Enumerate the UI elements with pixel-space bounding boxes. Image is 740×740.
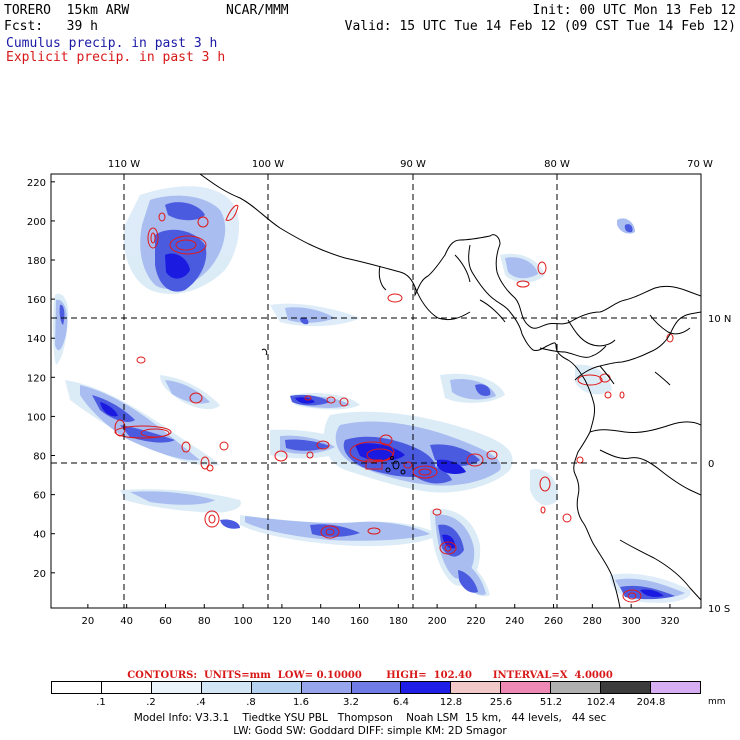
explicit-precip-label: Explicit precip. in past 3 h: [6, 50, 226, 65]
legend-swatch: [351, 682, 402, 693]
legend-label: .1: [96, 697, 106, 708]
lat-label-0: 0: [708, 459, 714, 470]
left-tick-label: 160: [27, 295, 46, 306]
lon-label-90w: 90 W: [400, 159, 426, 170]
bottom-tick-label: 260: [544, 616, 563, 627]
legend-label: 1.6: [293, 697, 309, 708]
lon-label-70w: 70 W: [687, 159, 713, 170]
bottom-tick-label: 320: [660, 616, 679, 627]
legend-label: 6.4: [393, 697, 409, 708]
legend-label: .2: [146, 697, 156, 708]
legend-label: .8: [246, 697, 256, 708]
legend-swatch: [551, 682, 602, 693]
legend-label: 12.8: [439, 697, 463, 708]
cumulus-precip-label: Cumulus precip. in past 3 h: [6, 36, 218, 51]
legend-label: 204.8: [636, 697, 666, 708]
bottom-tick-label: 140: [311, 616, 330, 627]
lon-label-80w: 80 W: [544, 159, 570, 170]
org-label: NCAR/MMM: [226, 3, 289, 18]
latitude-labels: 10 N 0 10 S: [708, 314, 731, 615]
legend-swatch: [201, 682, 252, 693]
legend-swatch: [651, 682, 700, 693]
left-tick-label: 60: [33, 491, 46, 502]
bottom-tick-label: 220: [466, 616, 485, 627]
model-info-line1: Model Info: V3.3.1 Tiedtke YSU PBL Thomp…: [133, 712, 607, 724]
explicit-precip-contours: [114, 204, 674, 603]
coastlines: [199, 174, 701, 608]
bottom-tick-label: 120: [272, 616, 291, 627]
legend-swatch: [601, 682, 652, 693]
model-info-line2: LW: Godd SW: Goddard DIFF: simple KM: 2D…: [233, 725, 507, 737]
bottom-tick-label: 100: [234, 616, 253, 627]
legend-swatch: [451, 682, 502, 693]
left-tick-label: 120: [27, 373, 46, 384]
left-tick-label: 100: [27, 412, 46, 423]
bottom-tick-label: 180: [389, 616, 408, 627]
bottom-tick-label: 280: [583, 616, 602, 627]
contours-info: CONTOURS: UNITS=mm LOW= 0.10000 HIGH= 10…: [127, 670, 613, 681]
legend-label: 102.4: [586, 697, 616, 708]
legend-swatch: [251, 682, 302, 693]
left-tick-label: 40: [33, 530, 46, 541]
valid-time: Valid: 15 UTC Tue 14 Feb 12 (09 CST Tue …: [344, 19, 736, 34]
bottom-tick-label: 80: [198, 616, 211, 627]
legend-swatch: [151, 682, 202, 693]
longitude-labels: 110 W 100 W 90 W 80 W 70 W: [108, 159, 713, 170]
legend-swatch: [401, 682, 452, 693]
legend-swatch: [301, 682, 352, 693]
lon-label-100w: 100 W: [252, 159, 284, 170]
bottom-tick-label: 300: [622, 616, 641, 627]
lat-label-10s: 10 S: [708, 604, 730, 615]
legend-swatch: [52, 682, 102, 693]
legend-unit: mm: [708, 697, 726, 707]
bottom-tick-label: 20: [81, 616, 94, 627]
left-tick-label: 80: [33, 452, 46, 463]
precip-color-legend: [51, 681, 701, 694]
bottom-tick-label: 60: [159, 616, 172, 627]
legend-label: 3.2: [343, 697, 359, 708]
legend-swatch: [101, 682, 152, 693]
bottom-tick-label: 240: [505, 616, 524, 627]
bottom-tick-label: 160: [350, 616, 369, 627]
left-tick-label: 220: [27, 178, 46, 189]
legend-label: .4: [196, 697, 206, 708]
legend-label: 25.6: [489, 697, 513, 708]
init-time: Init: 00 UTC Mon 13 Feb 12: [532, 3, 737, 18]
left-tick-label: 20: [33, 569, 46, 580]
left-tick-label: 180: [27, 256, 46, 267]
forecast-hour: Fcst: 39 h: [4, 19, 98, 34]
left-grid-ticks: 220 200 180 160 140 120 100 80 60 40 20: [27, 178, 55, 580]
bottom-grid-ticks: 20 40 60 80 100 120 140 160 180 200 220 240 260 280 30…: [81, 604, 680, 627]
bottom-tick-label: 200: [428, 616, 447, 627]
lon-label-110w: 110 W: [108, 159, 140, 170]
graticule: [51, 174, 701, 608]
lat-label-10n: 10 N: [708, 314, 731, 325]
left-tick-label: 200: [27, 217, 46, 228]
legend-swatch: [501, 682, 552, 693]
left-tick-label: 140: [27, 334, 46, 345]
bottom-tick-label: 40: [120, 616, 133, 627]
run-title: TORERO 15km ARW: [4, 3, 130, 18]
map-frame: [50, 173, 702, 609]
legend-label: 51.2: [539, 697, 563, 708]
